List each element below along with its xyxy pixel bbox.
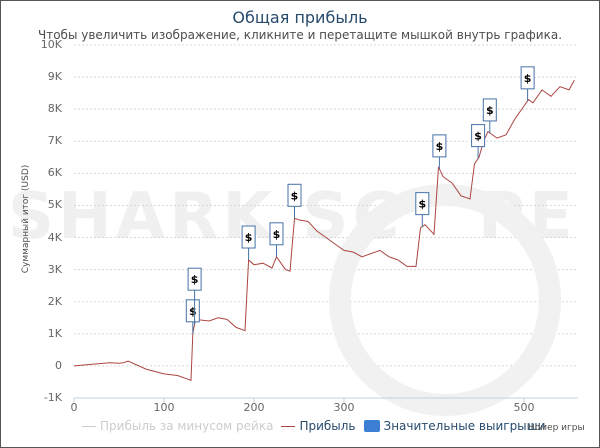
legend-label: Прибыль	[299, 419, 356, 433]
y-tick-label: 9K	[47, 70, 62, 84]
significant-win-flag[interactable]: $	[415, 192, 430, 227]
y-tick-label: 3K	[47, 262, 62, 276]
svg-text:$: $	[524, 72, 532, 85]
legend-box-icon	[363, 420, 380, 432]
legend-line-icon	[82, 425, 96, 427]
x-tick-label: 0	[70, 401, 78, 414]
y-tick-label: 2K	[47, 294, 62, 308]
significant-win-flag[interactable]: $	[241, 225, 256, 261]
legend-label: Прибыль за минусом рейка	[100, 419, 274, 433]
watermark-left: SHARK SC	[8, 180, 404, 254]
significant-win-flag[interactable]: $	[187, 267, 202, 325]
y-tick-label: 6K	[47, 166, 62, 180]
y-tick-label: 0	[55, 358, 62, 372]
significant-win-flag[interactable]: $	[269, 222, 284, 257]
legend-item-profit[interactable]: Прибыль	[281, 419, 356, 433]
svg-text:$: $	[486, 104, 494, 117]
x-axis-label: Номер игры	[528, 423, 585, 433]
x-tick-label: 200	[243, 401, 265, 414]
chart-subtitle: Чтобы увеличить изображение, кликните и …	[37, 28, 563, 42]
significant-win-flag[interactable]: $	[520, 66, 535, 101]
svg-text:$: $	[418, 198, 426, 211]
legend-item-profit-minus-rake[interactable]: Прибыль за минусом рейка	[82, 419, 273, 433]
svg-text:$: $	[273, 228, 281, 241]
x-tick-label: 100	[153, 401, 175, 414]
legend-line-icon	[281, 425, 296, 427]
x-tick-label: 300	[333, 401, 355, 414]
profit-series-line	[73, 80, 575, 382]
significant-win-flag[interactable]: $	[287, 183, 302, 219]
y-tick-label: -1K	[43, 391, 62, 404]
significant-win-flag[interactable]: $	[471, 124, 486, 159]
legend: Прибыль за минусом рейка Прибыль Значите…	[82, 419, 553, 433]
x-tick-label: 500	[513, 401, 535, 414]
significant-wins-flags: $ $ $ $ $ $ $ $ $ $	[185, 66, 535, 334]
y-tick-label: 7K	[47, 134, 62, 148]
y-tick-label: 10K	[40, 38, 62, 51]
chart-title: Общая прибыль	[232, 8, 368, 27]
significant-win-flag[interactable]: $	[482, 98, 497, 133]
svg-text:$: $	[191, 273, 199, 286]
svg-text:$: $	[245, 231, 253, 244]
significant-win-flag[interactable]: $	[185, 299, 200, 334]
y-tick-label: 4K	[47, 230, 62, 244]
svg-text:$: $	[189, 305, 197, 318]
svg-text:$: $	[474, 130, 482, 143]
svg-text:$: $	[291, 189, 299, 202]
significant-win-flag[interactable]: $	[432, 134, 447, 169]
svg-text:$: $	[436, 140, 444, 153]
legend-label: Значительные выигрыши	[383, 419, 546, 433]
y-tick-label: 1K	[47, 326, 62, 340]
legend-item-significant-wins[interactable]: Значительные выигрыши	[363, 419, 546, 433]
y-tick-label: 8K	[47, 102, 62, 116]
y-tick-label: 5K	[47, 198, 62, 212]
watermark-o-icon	[329, 184, 561, 416]
